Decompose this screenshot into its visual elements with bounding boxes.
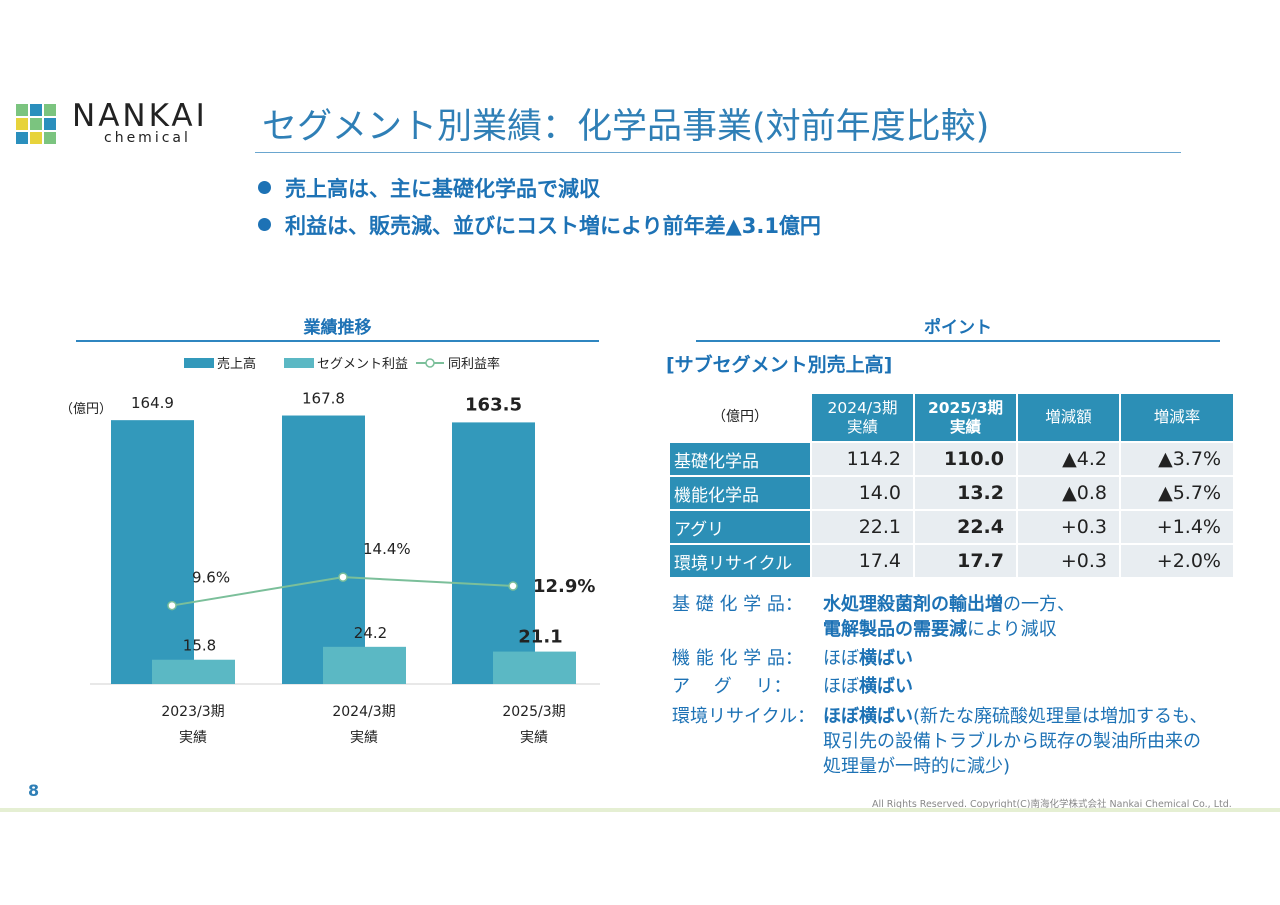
cell-2025: 17.7 — [915, 545, 1016, 577]
legend-label: セグメント利益 — [317, 357, 408, 372]
section-divider — [696, 340, 1220, 342]
bullet-dot-icon — [258, 181, 271, 194]
row-label: 環境リサイクル — [670, 545, 810, 577]
table-row: 基礎化学品 114.2 110.0 ▲4.2 ▲3.7% — [670, 443, 1233, 475]
table-unit: （億円） — [670, 394, 810, 441]
bullet-text: 売上高は、主に基礎化学品で減収 — [285, 177, 600, 201]
subsegment-title: [サブセグメント別売上高] — [666, 354, 893, 376]
profit-value-label: 24.2 — [354, 624, 387, 642]
bullet-point: 利益は、販売減、並びにコスト増により前年差▲3.1億円 — [258, 210, 821, 240]
cell-2025: 22.4 — [915, 511, 1016, 543]
cell-2024: 17.4 — [812, 545, 913, 577]
note-label: 機 能 化 学 品： — [672, 648, 803, 669]
note-agri: ア グ リ： ほぼ横ばい — [672, 674, 1262, 700]
category-sub-label: 実績 — [520, 730, 548, 746]
cell-diff: +0.3 — [1018, 545, 1119, 577]
note-basic-chemicals: 基 礎 化 学 品： 水処理殺菌剤の輸出増の一方、 電解製品の需要減により減収 — [672, 592, 1262, 644]
cell-rate: +1.4% — [1121, 511, 1233, 543]
bullet-point: 売上高は、主に基礎化学品で減収 — [258, 173, 600, 203]
cell-2024: 14.0 — [812, 477, 913, 509]
cell-diff: ▲0.8 — [1018, 477, 1119, 509]
row-label: 基礎化学品 — [670, 443, 810, 475]
profit-bar — [493, 651, 576, 684]
header-2025: 2025/3期 実績 — [915, 394, 1016, 441]
points-section-title: ポイント — [924, 318, 992, 338]
row-label: 機能化学品 — [670, 477, 810, 509]
copyright-text: All Rights Reserved. Copyright(C)南海化学株式会… — [872, 799, 1232, 810]
section-divider — [76, 340, 599, 342]
profit-bar — [323, 646, 406, 684]
row-label: アグリ — [670, 511, 810, 543]
cell-2024: 114.2 — [812, 443, 913, 475]
cell-diff: +0.3 — [1018, 511, 1119, 543]
note-environment-recycle: 環境リサイクル： ほぼ横ばい(新たな廃硫酸処理量は増加するも、 取引先の設備トラブ… — [672, 704, 1262, 784]
note-label: 環境リサイクル： — [672, 706, 816, 727]
profit-rate-point — [167, 600, 177, 611]
profit-bar — [152, 659, 235, 684]
category-sub-label: 実績 — [179, 730, 207, 746]
table-row: 機能化学品 14.0 13.2 ▲0.8 ▲5.7% — [670, 477, 1233, 509]
note-functional-chemicals: 機 能 化 学 品： ほぼ横ばい — [672, 646, 1262, 672]
table-header-row: （億円） 2024/3期 実績 2025/3期 実績 増減額 増減率 — [670, 394, 1233, 441]
title-divider — [255, 152, 1181, 153]
performance-chart: 売上高 セグメント利益 同利益率（億円） 164.915.82023/3期実績167.… — [60, 356, 600, 746]
legend-label: 売上高 — [217, 356, 256, 372]
cell-rate: ▲5.7% — [1121, 477, 1233, 509]
note-text: 水処理殺菌剤の輸出増の一方、 電解製品の需要減により減収 — [823, 594, 1075, 640]
sales-value-label: 163.5 — [465, 394, 522, 415]
bullet-text: 利益は、販売減、並びにコスト増により前年差▲3.1億円 — [285, 214, 821, 238]
company-logo — [16, 104, 56, 146]
cell-2024: 22.1 — [812, 511, 913, 543]
footer-bar — [0, 808, 1280, 812]
cell-diff: ▲4.2 — [1018, 443, 1119, 475]
legend-marker — [425, 358, 435, 368]
brand-subtitle: chemical — [104, 130, 191, 146]
bullet-dot-icon — [258, 218, 271, 231]
category-label: 2025/3期 — [502, 704, 565, 720]
header-rate: 増減率 — [1121, 394, 1233, 441]
note-label: 基 礎 化 学 品： — [672, 594, 803, 615]
profit-rate-point — [508, 581, 518, 591]
cell-rate: +2.0% — [1121, 545, 1233, 577]
category-sub-label: 実績 — [350, 730, 378, 746]
profit-value-label: 15.8 — [183, 637, 216, 655]
sales-bar — [111, 420, 194, 684]
note-text: ほぼ横ばい — [823, 648, 913, 669]
profit-rate-point — [338, 572, 348, 582]
cell-2025: 13.2 — [915, 477, 1016, 509]
cell-rate: ▲3.7% — [1121, 443, 1233, 475]
legend-swatch-sales — [184, 358, 214, 368]
sales-bar — [282, 415, 365, 684]
chart-unit-label: （億円） — [60, 401, 112, 417]
page-title: セグメント別業績：化学品事業(対前年度比較) — [262, 107, 990, 147]
sales-value-label: 164.9 — [131, 394, 174, 412]
sales-bar — [452, 422, 535, 684]
note-label: ア グ リ： — [672, 676, 792, 697]
category-label: 2023/3期 — [161, 704, 224, 720]
subsegment-sales-table: （億円） 2024/3期 実績 2025/3期 実績 増減額 増減率 基礎化学品 1… — [668, 392, 1235, 579]
header-2024: 2024/3期 実績 — [812, 394, 913, 441]
legend-label: 同利益率 — [448, 356, 500, 372]
table-row: アグリ 22.1 22.4 +0.3 +1.4% — [670, 511, 1233, 543]
profit-rate-label: 9.6% — [192, 569, 230, 587]
sales-value-label: 167.8 — [302, 390, 345, 408]
cell-2025: 110.0 — [915, 443, 1016, 475]
table-row: 環境リサイクル 17.4 17.7 +0.3 +2.0% — [670, 545, 1233, 577]
header-diff: 増減額 — [1018, 394, 1119, 441]
note-text: ほぼ横ばい — [823, 676, 913, 697]
legend-swatch-profit — [284, 358, 314, 368]
profit-rate-label: 14.4% — [363, 540, 411, 558]
chart-section-title: 業績推移 — [303, 318, 372, 338]
category-label: 2024/3期 — [332, 704, 395, 720]
page-number: 8 — [28, 781, 40, 800]
note-text: ほぼ横ばい(新たな廃硫酸処理量は増加するも、 取引先の設備トラブルから既存の製油所… — [823, 706, 1208, 777]
profit-value-label: 21.1 — [518, 627, 562, 648]
profit-rate-label: 12.9% — [533, 576, 595, 597]
brand-name: NANKAI — [72, 98, 208, 134]
